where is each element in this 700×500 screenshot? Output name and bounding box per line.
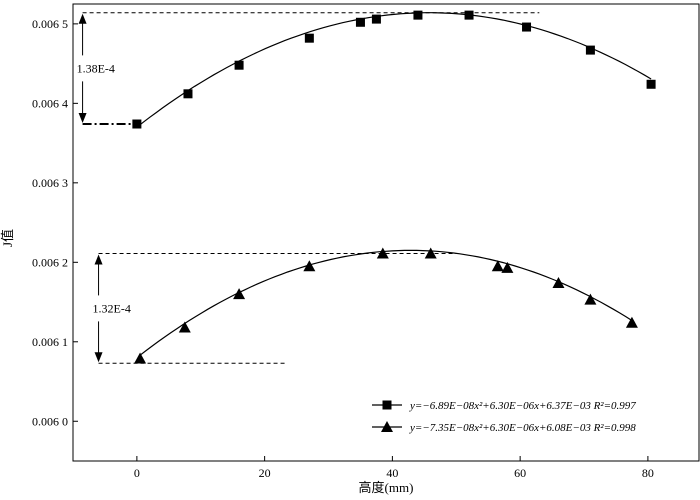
data-point bbox=[552, 276, 565, 288]
data-point bbox=[183, 89, 193, 99]
data-point bbox=[303, 260, 316, 272]
legend-marker bbox=[382, 400, 392, 410]
plot-frame bbox=[72, 3, 700, 462]
data-point bbox=[491, 260, 504, 272]
annotations: 1.38E-4 1.32E-4 bbox=[77, 12, 540, 364]
data-point bbox=[234, 60, 244, 70]
data-point bbox=[522, 22, 532, 32]
y-tick-label: 0.006 4 bbox=[32, 96, 68, 110]
legend-item: y=−6.89E−08x²+6.30E−06x+6.37E−03 R²=0.99… bbox=[372, 400, 636, 412]
x-tick-label: 40 bbox=[386, 466, 398, 480]
x-axis-label: 高度(mm) bbox=[359, 480, 414, 495]
data-point bbox=[355, 17, 365, 27]
data-point bbox=[413, 10, 423, 20]
data-point bbox=[501, 261, 514, 273]
y-tick-label: 0.006 5 bbox=[32, 17, 68, 31]
range-annotation-label: 1.38E-4 bbox=[77, 61, 115, 75]
arrow-head-up bbox=[78, 13, 87, 24]
fit-curve bbox=[139, 249, 633, 356]
data-point bbox=[304, 33, 314, 43]
data-point bbox=[424, 247, 437, 259]
data-point bbox=[625, 316, 638, 328]
data-point bbox=[584, 293, 597, 305]
arrow-head-down bbox=[78, 113, 87, 124]
data-point bbox=[134, 352, 147, 364]
data-point bbox=[233, 288, 246, 300]
range-annotation-label: 1.32E-4 bbox=[93, 301, 131, 315]
data-point bbox=[464, 10, 474, 20]
y-tick-label: 0.006 1 bbox=[32, 335, 68, 349]
data-point bbox=[132, 119, 142, 129]
data-point bbox=[371, 14, 381, 24]
data-point bbox=[646, 79, 656, 89]
x-tick-label: 60 bbox=[514, 466, 526, 480]
fit-curve bbox=[136, 12, 652, 128]
legend-label: y=−7.35E−08x²+6.30E−06x+6.08E−03 R²=0.99… bbox=[409, 422, 636, 434]
axes: 0 20 40 60 80 0.006 0 0.006 1 0.006 2 0.006 3 0.0… bbox=[32, 17, 654, 480]
x-tick-label: 0 bbox=[134, 466, 140, 480]
range-annotation: 1.38E-4 bbox=[77, 12, 540, 126]
series-triangle bbox=[134, 247, 638, 364]
legend-marker bbox=[381, 421, 393, 432]
x-tick-label: 80 bbox=[642, 466, 654, 480]
legend-label: y=−6.89E−08x²+6.30E−06x+6.37E−03 R²=0.99… bbox=[409, 400, 636, 412]
arrow-head-up bbox=[94, 254, 103, 265]
series-square bbox=[132, 10, 656, 129]
data-point bbox=[376, 247, 389, 259]
x-tick-label: 20 bbox=[259, 466, 271, 480]
data-point bbox=[178, 321, 191, 333]
arrow-head-down bbox=[94, 352, 103, 363]
y-tick-label: 0.006 3 bbox=[32, 176, 68, 190]
series bbox=[132, 10, 656, 364]
y-axis-label: J值 bbox=[0, 229, 15, 247]
range-annotation: 1.32E-4 bbox=[93, 253, 457, 364]
y-tick-label: 0.006 2 bbox=[32, 255, 68, 269]
legend-item: y=−7.35E−08x²+6.30E−06x+6.08E−03 R²=0.99… bbox=[372, 421, 636, 434]
y-tick-label: 0.006 0 bbox=[32, 414, 68, 428]
legend: y=−6.89E−08x²+6.30E−06x+6.37E−03 R²=0.99… bbox=[372, 400, 636, 434]
data-point bbox=[585, 45, 595, 55]
